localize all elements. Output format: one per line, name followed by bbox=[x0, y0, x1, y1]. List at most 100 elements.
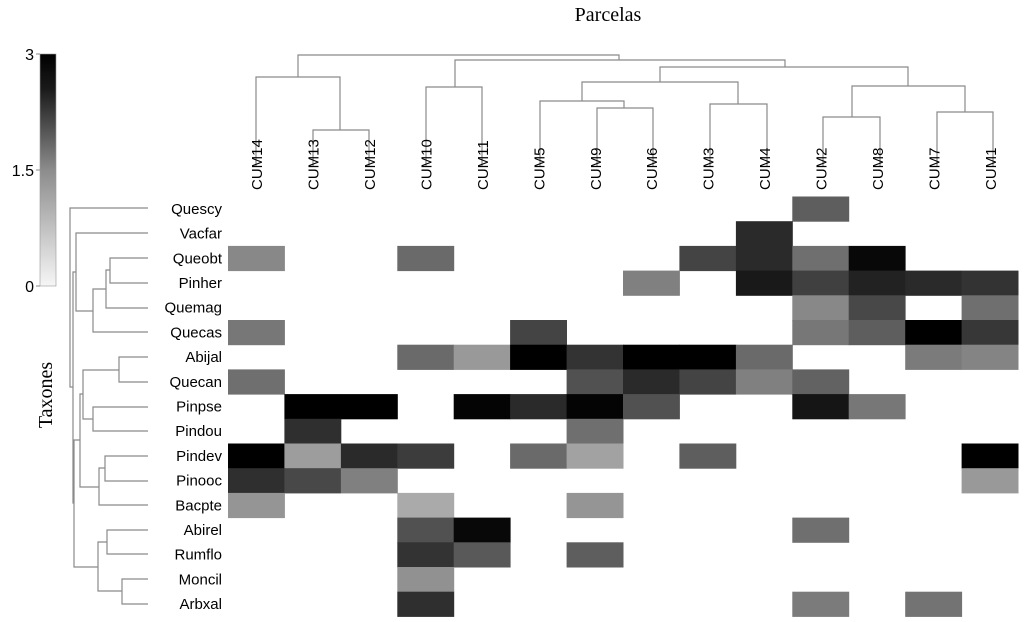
heatmap-cell bbox=[228, 369, 285, 395]
column-dendrogram bbox=[255, 54, 994, 167]
row-label: Quecas bbox=[170, 324, 222, 341]
chart-title: Parcelas bbox=[575, 4, 642, 26]
heatmap-cell bbox=[397, 443, 455, 469]
heatmap-cell bbox=[397, 344, 455, 370]
heatmap-cell bbox=[397, 567, 455, 593]
heatmap-cell bbox=[679, 369, 737, 395]
heatmap-cell bbox=[510, 344, 567, 370]
column-labels: CUM14 CUM13 CUM12 CUM10 CUM11 CUM5 CUM9 CUM6 CUM… bbox=[249, 139, 1000, 190]
heatmap-cell bbox=[848, 320, 906, 346]
heatmap-cell bbox=[679, 344, 737, 370]
heatmap-cell bbox=[228, 468, 285, 494]
heatmap-cell bbox=[453, 542, 511, 568]
row-label: Quecan bbox=[169, 374, 222, 391]
heatmap-cell bbox=[792, 295, 850, 321]
column-label: CUM14 bbox=[249, 139, 266, 190]
row-label: Pindev bbox=[176, 448, 222, 465]
heatmap-cell bbox=[961, 443, 1019, 469]
heatmap-cell bbox=[848, 270, 906, 296]
row-labels: Quescy Vacfar Queobt Pinher Quemag Quecas Abij… bbox=[164, 201, 222, 613]
heatmap-cells bbox=[228, 196, 1019, 617]
row-label: Queobt bbox=[173, 250, 223, 267]
heatmap-cell bbox=[510, 394, 567, 420]
heatmap-cell bbox=[566, 418, 624, 444]
heatmap-cell bbox=[510, 443, 567, 469]
heatmap-cell bbox=[792, 369, 850, 395]
heatmap-cell bbox=[961, 468, 1019, 494]
row-label: Pinooc bbox=[176, 473, 222, 490]
column-label: CUM12 bbox=[362, 139, 379, 190]
heatmap-cell bbox=[623, 394, 680, 420]
heatmap-cell bbox=[340, 394, 398, 420]
heatmap-cell bbox=[228, 492, 285, 519]
colorbar-tick-label: 3 bbox=[25, 47, 34, 64]
heatmap-cell bbox=[510, 320, 567, 346]
heatmap-cell bbox=[397, 591, 455, 617]
colorbar-gradient bbox=[39, 53, 57, 287]
heatmap-cell bbox=[679, 245, 737, 272]
heatmap-cell bbox=[735, 221, 793, 247]
heatmap-cell bbox=[284, 394, 342, 420]
row-label: Arbxal bbox=[179, 596, 222, 613]
heatmap-cell bbox=[453, 517, 511, 543]
row-label: Vacfar bbox=[180, 226, 222, 243]
heatmap-cell bbox=[792, 245, 850, 272]
heatmap-cell bbox=[735, 245, 793, 272]
heatmap-cell bbox=[735, 369, 793, 395]
heatmap-cell bbox=[397, 517, 455, 543]
heatmap-cell bbox=[905, 344, 963, 370]
heatmap-cell bbox=[848, 245, 906, 272]
heatmap-cell bbox=[961, 344, 1019, 370]
heatmap-cell bbox=[623, 270, 680, 296]
column-label: CUM3 bbox=[701, 147, 718, 190]
row-label: Quemag bbox=[164, 300, 222, 317]
column-label: CUM9 bbox=[588, 147, 605, 190]
heatmap-cell bbox=[566, 492, 624, 519]
heatmap-cell bbox=[566, 369, 624, 395]
row-label: Quescy bbox=[171, 201, 222, 218]
heatmap-cell bbox=[284, 468, 342, 494]
colorbar-tick-label: 1.5 bbox=[12, 163, 34, 180]
heatmap-cell bbox=[228, 320, 285, 346]
heatmap-cell bbox=[566, 443, 624, 469]
heatmap-cell bbox=[397, 542, 455, 568]
heatmap-cell bbox=[905, 270, 963, 296]
heatmap-cell bbox=[453, 344, 511, 370]
heatmap-cell bbox=[228, 245, 285, 272]
row-label: Moncil bbox=[179, 571, 222, 588]
heatmap-cell bbox=[792, 517, 850, 543]
heatmap-cell bbox=[792, 591, 850, 617]
heatmap-cell bbox=[735, 270, 793, 296]
heatmap-cell bbox=[566, 344, 624, 370]
row-label: Abijal bbox=[185, 349, 222, 366]
heatmap-cell bbox=[623, 344, 680, 370]
heatmap-cell bbox=[284, 418, 342, 444]
heatmap-cell bbox=[228, 443, 285, 469]
heatmap-cell bbox=[397, 245, 455, 272]
heatmap-cell bbox=[848, 295, 906, 321]
heatmap-cell bbox=[735, 344, 793, 370]
column-label: CUM4 bbox=[757, 147, 774, 190]
heatmap-cell bbox=[792, 196, 850, 222]
row-label: Rumflo bbox=[174, 547, 222, 564]
colorbar-tick-label: 0 bbox=[25, 279, 34, 296]
row-label: Pinpse bbox=[176, 399, 222, 416]
heatmap-cell bbox=[961, 295, 1019, 321]
heatmap-cell bbox=[905, 591, 963, 617]
y-axis-label: Taxones bbox=[35, 362, 57, 429]
row-label: Bacpte bbox=[175, 497, 222, 514]
heatmap-cell bbox=[340, 468, 398, 494]
column-label: CUM7 bbox=[926, 147, 943, 190]
column-label: CUM10 bbox=[419, 139, 436, 190]
heatmap-cell bbox=[792, 320, 850, 346]
heatmap-cell bbox=[792, 394, 850, 420]
heatmap-cell bbox=[961, 270, 1019, 296]
heatmap-cell bbox=[961, 320, 1019, 346]
heatmap-cell bbox=[623, 369, 680, 395]
column-label: CUM2 bbox=[814, 147, 831, 190]
column-label: CUM11 bbox=[475, 140, 492, 190]
column-label: CUM1 bbox=[983, 147, 1000, 190]
heatmap-cell bbox=[284, 443, 342, 469]
row-dendrogram bbox=[69, 207, 148, 605]
heatmap-cell bbox=[566, 542, 624, 568]
